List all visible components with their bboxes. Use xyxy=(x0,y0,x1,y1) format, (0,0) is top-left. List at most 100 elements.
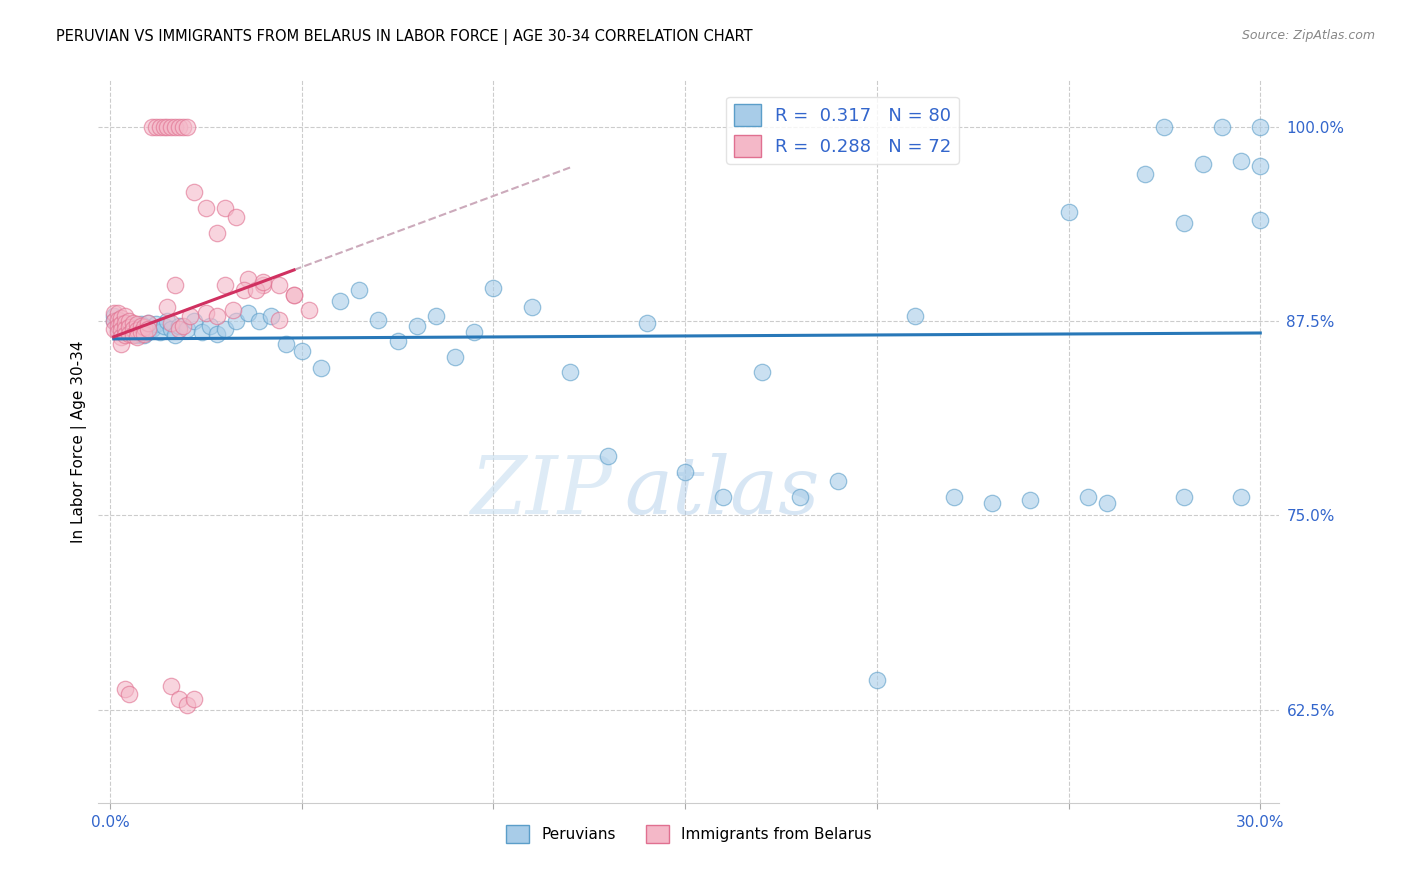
Point xyxy=(183,691,205,706)
Point xyxy=(636,316,658,330)
Text: Source: ZipAtlas.com: Source: ZipAtlas.com xyxy=(1241,29,1375,43)
Point xyxy=(904,310,927,324)
Point xyxy=(1249,159,1271,173)
Point xyxy=(160,679,183,693)
Point xyxy=(107,317,129,331)
Point xyxy=(367,312,389,326)
Point xyxy=(1077,490,1099,504)
Point xyxy=(152,120,174,134)
Point xyxy=(252,278,274,293)
Point xyxy=(167,318,190,333)
Point xyxy=(149,325,172,339)
Point xyxy=(110,337,132,351)
Point xyxy=(122,316,145,330)
Point xyxy=(103,314,125,328)
Point xyxy=(107,322,129,336)
Point xyxy=(136,316,159,330)
Point xyxy=(160,316,183,330)
Point xyxy=(207,326,229,341)
Point xyxy=(183,185,205,199)
Point xyxy=(110,318,132,333)
Point xyxy=(463,325,485,339)
Point xyxy=(103,306,125,320)
Text: atlas: atlas xyxy=(624,453,820,531)
Point xyxy=(291,343,314,358)
Point xyxy=(165,328,187,343)
Point xyxy=(1135,167,1157,181)
Point xyxy=(1230,490,1253,504)
Point xyxy=(136,316,159,330)
Point xyxy=(252,275,274,289)
Y-axis label: In Labor Force | Age 30-34: In Labor Force | Age 30-34 xyxy=(72,340,87,543)
Point xyxy=(191,325,214,339)
Point xyxy=(103,314,125,328)
Point xyxy=(107,312,129,326)
Point xyxy=(1173,490,1195,504)
Point xyxy=(129,318,152,333)
Point xyxy=(866,673,889,687)
Point xyxy=(194,201,217,215)
Point xyxy=(110,325,132,339)
Point xyxy=(156,300,179,314)
Point xyxy=(194,306,217,320)
Point xyxy=(160,120,183,134)
Point xyxy=(160,322,183,336)
Point xyxy=(309,360,332,375)
Point xyxy=(172,318,194,333)
Point xyxy=(165,278,187,293)
Point xyxy=(125,320,148,334)
Point xyxy=(1249,120,1271,134)
Point xyxy=(444,350,467,364)
Point xyxy=(145,120,167,134)
Point xyxy=(176,698,198,712)
Point xyxy=(110,329,132,343)
Point xyxy=(176,120,198,134)
Point xyxy=(214,278,236,293)
Point xyxy=(103,310,125,324)
Point xyxy=(114,316,136,330)
Point xyxy=(134,326,156,341)
Point xyxy=(225,210,247,224)
Point xyxy=(152,318,174,333)
Point xyxy=(129,325,152,339)
Point xyxy=(425,310,447,324)
Point xyxy=(107,312,129,326)
Point xyxy=(107,318,129,333)
Point xyxy=(1230,154,1253,169)
Point xyxy=(233,283,256,297)
Point xyxy=(1057,205,1080,219)
Point xyxy=(118,317,141,331)
Point xyxy=(107,325,129,339)
Point xyxy=(114,310,136,324)
Point xyxy=(1153,120,1175,134)
Point xyxy=(558,365,581,379)
Point xyxy=(122,322,145,336)
Point xyxy=(114,322,136,336)
Point xyxy=(156,314,179,328)
Point xyxy=(1211,120,1233,134)
Point xyxy=(110,314,132,328)
Point xyxy=(598,450,620,464)
Point xyxy=(129,317,152,331)
Point xyxy=(214,322,236,336)
Point xyxy=(283,287,305,301)
Point xyxy=(789,490,811,504)
Point xyxy=(141,120,163,134)
Point xyxy=(827,474,849,488)
Point xyxy=(122,318,145,333)
Point xyxy=(134,328,156,343)
Point xyxy=(114,328,136,343)
Point xyxy=(118,314,141,328)
Legend: Peruvians, Immigrants from Belarus: Peruvians, Immigrants from Belarus xyxy=(501,819,877,849)
Point xyxy=(751,365,773,379)
Point xyxy=(179,310,201,324)
Point xyxy=(118,687,141,701)
Point xyxy=(172,120,194,134)
Point xyxy=(129,326,152,341)
Point xyxy=(221,303,243,318)
Point xyxy=(387,334,409,349)
Point xyxy=(1249,213,1271,227)
Point xyxy=(167,691,190,706)
Point xyxy=(122,326,145,341)
Point xyxy=(176,322,198,336)
